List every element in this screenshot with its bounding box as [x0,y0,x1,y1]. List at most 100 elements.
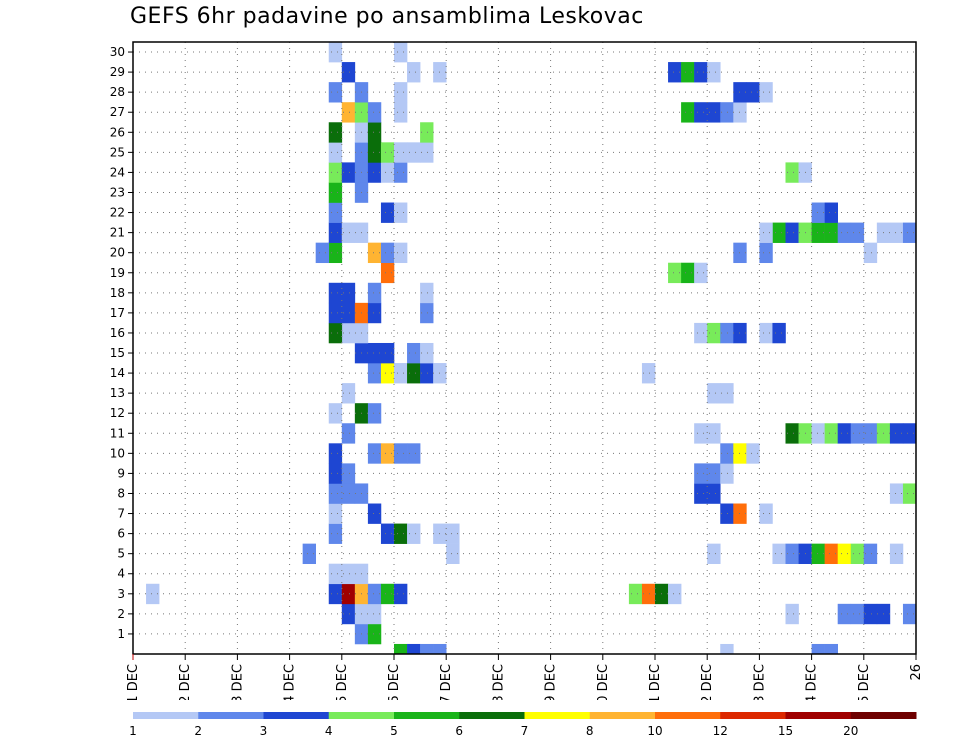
heatmap-cell [380,583,395,605]
heatmap-cell [694,483,708,504]
heatmap-cell [328,463,343,484]
heatmap-cell [863,423,878,444]
heatmap-cell [407,342,421,364]
x-tick-label: 11 DEC [126,664,141,700]
heatmap-cell [863,242,878,264]
heatmap-cell [328,443,343,464]
heatmap-cell [889,543,904,565]
heatmap-cell [328,503,343,524]
heatmap-cell [420,282,434,304]
color-legend: 1 2 3 4 5 6 7 8 10 12 15 20 [129,712,917,738]
legend-swatch [133,712,199,719]
heatmap-cell [367,142,382,163]
heatmap-cell [394,202,408,223]
heatmap-cell [407,363,421,384]
heatmap-cell [341,62,356,83]
legend-swatch [328,712,395,719]
heatmap-cell [668,62,682,83]
legend-label: 5 [390,724,398,738]
heatmap-cell [694,262,708,284]
heatmap-cell [394,102,408,123]
heatmap-cell [394,443,408,464]
heatmap-cell [380,262,395,284]
x-tick-label: 22 DEC [700,664,715,700]
heatmap-cell [681,102,695,123]
heatmap-cell [694,463,708,484]
heatmap-cell [785,543,799,565]
heatmap-cell [759,82,773,103]
heatmap-cell [367,342,382,364]
heatmap-cell [367,583,382,605]
chart-title: GEFS 6hr padavine po ansamblima Leskovac [130,4,644,29]
legend-label: 8 [586,724,594,738]
y-tick-label: 22 [110,206,125,220]
heatmap-cell [407,523,421,544]
heatmap-cell [889,423,904,444]
heatmap-cell [380,443,395,464]
heatmap-cell [746,82,760,103]
heatmap-cell [433,643,447,655]
y-tick-label: 17 [110,306,125,320]
y-tick-label: 25 [110,145,125,159]
heatmap-cell [720,383,734,404]
heatmap-cell [341,463,356,484]
heatmap-cell [367,443,382,464]
heatmap-cell [146,583,160,605]
heatmap-cell [759,222,773,243]
heatmap-cell [367,242,382,264]
legend-label: 1 [129,724,137,738]
x-axis: 11 DEC 12 DEC 13 DEC 14 DEC 15 DEC 16 DEC 17 D… [126,654,924,700]
heatmap-cell [720,463,734,484]
heatmap-cell [850,603,865,625]
heatmap-cell [394,82,408,103]
heatmap-cell [772,543,786,565]
legend-label: 6 [455,724,463,738]
heatmap-cell [394,523,408,544]
x-tick-label: 23 DEC [752,664,767,700]
legend-label: 10 [647,724,662,738]
heatmap-cell [694,102,708,123]
x-tick-label: 17 DEC [439,664,454,700]
y-tick-label: 19 [110,266,125,280]
heatmap-cell [707,383,721,404]
heatmap-cell [420,363,434,384]
y-tick-label: 30 [110,45,125,59]
heatmap-cell [824,543,838,565]
y-tick-label: 3 [117,587,125,601]
y-tick-label: 15 [110,346,125,360]
y-tick-label: 21 [110,226,125,240]
heatmap-cell [694,62,708,83]
y-tick-label: 8 [117,486,125,500]
heatmap-cell [341,162,356,183]
heatmap-cell [707,322,721,344]
y-tick-label: 24 [110,165,125,179]
heatmap-cell [446,543,460,565]
heatmap-cell [889,483,904,504]
y-tick-label: 18 [110,286,125,300]
heatmap-cell [394,363,408,384]
y-tick-label: 11 [110,426,125,440]
heatmap-cell [707,543,721,565]
legend-label: 15 [778,724,793,738]
heatmap-cell [641,363,656,384]
heatmap-cell [407,62,421,83]
legend-label: 2 [194,724,202,738]
heatmap-cell [824,222,838,243]
heatmap-cell [720,322,734,344]
heatmap-cell [420,302,434,324]
heatmap-cell [380,202,395,223]
heatmap-cell [720,643,734,655]
heatmap-cell [341,322,356,344]
heatmap-cell [328,563,343,585]
heatmap-cell [380,162,395,183]
heatmap-cell [850,423,865,444]
legend-label: 4 [325,724,333,738]
heatmap-cell [341,603,356,625]
heatmap-cell [341,483,356,504]
legend-label: 20 [843,724,858,738]
heatmap-cell [837,603,852,625]
heatmap-cell [367,363,382,384]
heatmap-cell [420,342,434,364]
heatmap-cell [759,322,773,344]
y-tick-label: 10 [110,446,125,460]
